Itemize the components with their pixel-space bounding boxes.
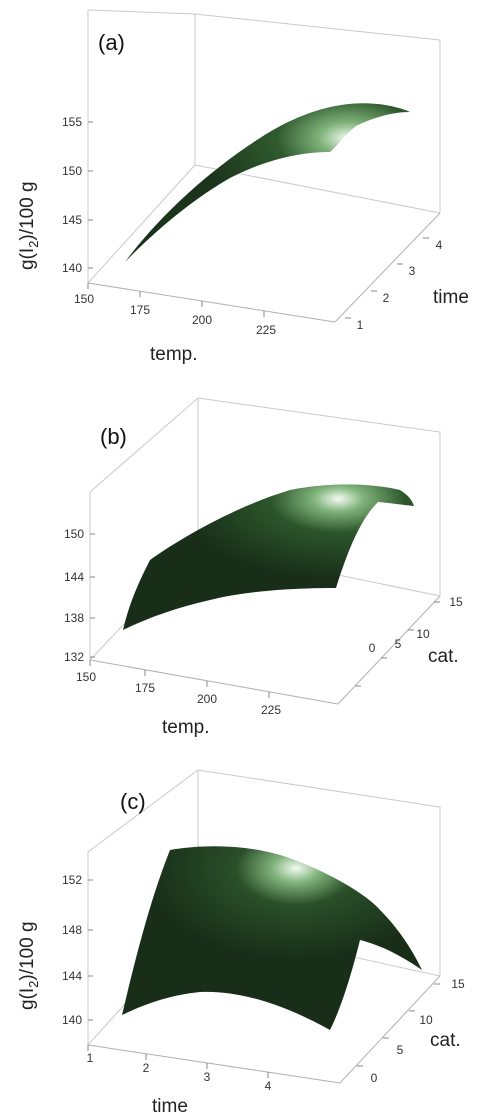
chart-b-y-axis bbox=[337, 595, 441, 705]
chart-a-x-tick-label: 200 bbox=[192, 313, 212, 327]
chart-c-y-tick-label: 5 bbox=[397, 1043, 404, 1057]
chart-b-y-tick-label: 5 bbox=[395, 637, 402, 651]
chart-b-y-tick-label: 10 bbox=[416, 627, 430, 641]
chart-c-z-tick-label: 144 bbox=[62, 969, 82, 983]
chart-b-y-tick-label: 0 bbox=[369, 641, 376, 655]
chart-a-z-tick-label: 140 bbox=[62, 261, 82, 275]
chart-b-x-axis bbox=[89, 659, 339, 705]
chart-b-z-ticks: 150 144 138 132 bbox=[64, 527, 95, 664]
chart-c-x-tick-label: 3 bbox=[204, 1070, 211, 1084]
chart-c-x-ticks: 1 2 3 4 bbox=[87, 1045, 272, 1093]
chart-c-z-tick-label: 148 bbox=[62, 923, 82, 937]
chart-c-y-axis bbox=[339, 975, 441, 1084]
chart-a-z-axis-label: g(I2)/100 g bbox=[17, 181, 41, 270]
chart-a-z-tick-label: 150 bbox=[62, 164, 82, 178]
chart-b-x-axis-label: temp. bbox=[162, 717, 210, 738]
chart-c-y-tick-label: 10 bbox=[419, 1013, 433, 1027]
chart-a-y-axis bbox=[334, 212, 441, 323]
chart-c-x-axis bbox=[87, 1044, 341, 1084]
chart-c-y-tick-label: 0 bbox=[371, 1071, 378, 1085]
chart-a: 155 150 145 140 150 175 200 225 1 2 3 4 bbox=[17, 9, 469, 365]
chart-b-z-tick-label: 138 bbox=[64, 611, 84, 625]
chart-b-z-tick-label: 144 bbox=[64, 570, 84, 584]
chart-c-panel-label: (c) bbox=[120, 789, 146, 814]
chart-c-y-axis-label: cat. bbox=[430, 1030, 461, 1051]
chart-c-back-frame bbox=[87, 769, 441, 976]
chart-c-x-axis-label: time bbox=[152, 1096, 188, 1115]
chart-c-z-ticks: 152 148 144 140 bbox=[62, 873, 93, 1027]
chart-b-z-tick-label: 132 bbox=[64, 650, 84, 664]
chart-b-y-axis-label: cat. bbox=[428, 646, 459, 667]
chart-b-surface bbox=[123, 484, 414, 630]
chart-b-back-frame bbox=[89, 397, 441, 596]
chart-c-z-tick-label: 152 bbox=[62, 873, 82, 887]
chart-a-y-tick-label: 3 bbox=[409, 264, 416, 278]
chart-a-y-tick-label: 4 bbox=[436, 238, 443, 252]
chart-a-y-axis-label: time bbox=[433, 287, 469, 308]
chart-a-z-ticks: 155 150 145 140 bbox=[62, 115, 93, 275]
chart-a-y-tick-label: 1 bbox=[357, 318, 364, 332]
chart-c-y-tick-label: 15 bbox=[451, 977, 465, 991]
chart-a-x-tick-label: 150 bbox=[74, 292, 94, 306]
chart-a-surface bbox=[125, 103, 410, 262]
chart-b-y-tick-label: 15 bbox=[449, 595, 463, 609]
chart-c-z-axis-label: g(I2)/100 g bbox=[17, 921, 41, 1010]
chart-a-z-tick-label: 145 bbox=[62, 213, 82, 227]
chart-a-y-tick-label: 2 bbox=[383, 291, 390, 305]
chart-a-y-ticks: 1 2 3 4 bbox=[345, 237, 443, 332]
chart-b-x-tick-label: 225 bbox=[261, 703, 281, 717]
chart-a-x-ticks: 150 175 200 225 bbox=[74, 283, 276, 337]
chart-c-surface bbox=[122, 846, 422, 1030]
chart-b-panel-label: (b) bbox=[100, 424, 127, 449]
chart-b-x-tick-label: 150 bbox=[76, 670, 96, 684]
chart-b-x-ticks: 150 175 200 225 bbox=[76, 660, 281, 717]
chart-b-x-tick-label: 175 bbox=[135, 681, 155, 695]
chart-a-z-tick-label: 155 bbox=[62, 115, 82, 129]
chart-a-x-tick-label: 225 bbox=[256, 323, 276, 337]
chart-b-x-tick-label: 200 bbox=[197, 692, 217, 706]
chart-a-top-frame bbox=[194, 13, 441, 41]
chart-a-panel-label: (a) bbox=[98, 30, 125, 55]
chart-b-z-tick-label: 150 bbox=[64, 527, 84, 541]
chart-c-y-ticks: 0 5 10 15 bbox=[357, 977, 465, 1085]
chart-a-x-axis-label: temp. bbox=[150, 344, 198, 365]
chart-c-x-tick-label: 1 bbox=[87, 1051, 94, 1065]
chart-a-x-tick-label: 175 bbox=[130, 303, 150, 317]
chart-a-floor-left bbox=[87, 164, 196, 284]
chart-c-x-tick-label: 4 bbox=[265, 1079, 272, 1093]
chart-a-x-axis bbox=[87, 282, 336, 323]
chart-c-x-tick-label: 2 bbox=[143, 1061, 150, 1075]
chart-b: 150 144 138 132 150 175 200 225 0 5 10 1… bbox=[64, 397, 463, 738]
chart-b-y-ticks: 0 5 10 15 bbox=[355, 595, 463, 687]
chart-c: 152 148 144 140 1 2 3 4 0 5 10 15 time bbox=[17, 769, 465, 1115]
chart-c-z-tick-label: 140 bbox=[62, 1013, 82, 1027]
